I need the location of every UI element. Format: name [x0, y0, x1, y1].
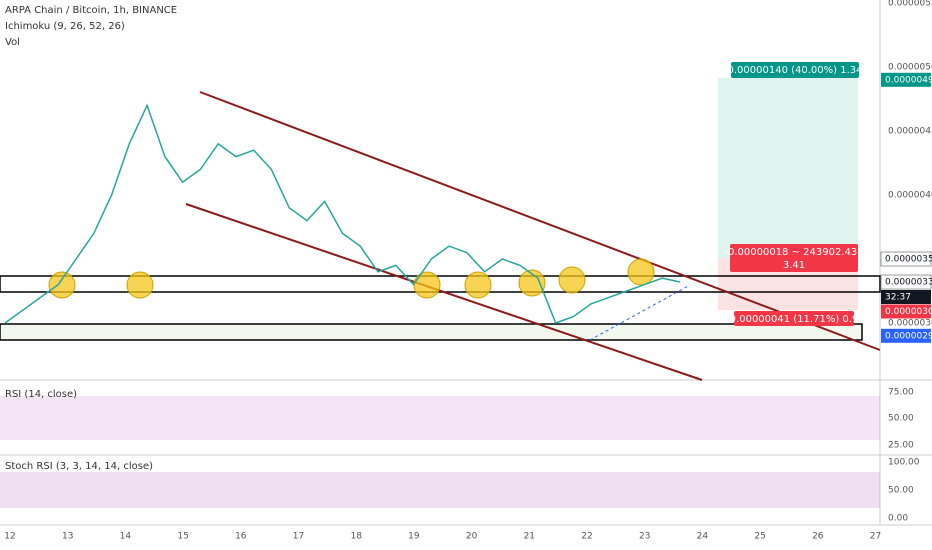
price-badge-text: 0.00000290: [885, 331, 932, 341]
rsi-tick: 50.00: [888, 414, 914, 424]
trend-line: [589, 284, 691, 341]
price-tick: 0.00000550: [888, 0, 932, 9]
price-badge-text: 0.00000309: [885, 307, 932, 317]
chart-title: ARPA Chain / Bitcoin, 1h, BINANCE: [5, 5, 177, 16]
indicator-label: Ichimoku (9, 26, 52, 26): [5, 21, 125, 32]
stoch-label: Stoch RSI (3, 3, 14, 14, close): [5, 461, 153, 472]
price-badge: [880, 274, 932, 290]
time-tick: 27: [870, 532, 881, 542]
time-tick: 15: [177, 532, 188, 542]
channel-line: [185, 203, 703, 381]
stoch-tick: 0.00: [888, 514, 908, 524]
price-tick: 0.00000400: [888, 191, 932, 201]
marker: [518, 269, 546, 297]
zone-box: [0, 275, 881, 293]
marker: [413, 271, 441, 299]
time-tick: 13: [62, 532, 73, 542]
indicator-label: Vol: [5, 37, 20, 48]
stop-label: 0.00000041 (11.71%) 0.9: [730, 314, 859, 325]
marker: [558, 266, 586, 294]
time-tick: 21: [524, 532, 535, 542]
time-tick: 17: [293, 532, 304, 542]
stop-label-box: [734, 311, 854, 326]
price-badge: [881, 72, 931, 87]
rsi-tick: 25.00: [888, 441, 914, 451]
price-badge: [881, 328, 931, 343]
rsi-label: RSI (14, close): [5, 389, 77, 400]
time-tick: 12: [4, 532, 15, 542]
time-tick: 19: [408, 532, 420, 542]
price-tick: 0.00000450: [888, 127, 932, 137]
time-tick: 23: [639, 532, 650, 542]
time-tick: 24: [697, 532, 709, 542]
time-tick: 26: [812, 532, 824, 542]
time-tick: 18: [350, 532, 362, 542]
marker: [48, 271, 76, 299]
target-label: 0.00000140 (40.00%) 1.34: [728, 65, 863, 76]
current-ratio: 3.41: [783, 260, 805, 271]
stoch-tick: 100.00: [888, 458, 920, 468]
stoch-tick: 50.00: [888, 486, 914, 496]
price-badge: [881, 290, 931, 304]
price-tick: 0.00000500: [888, 63, 932, 73]
time-tick: 22: [581, 532, 592, 542]
time-tick: 20: [466, 532, 478, 542]
markers: [48, 258, 655, 299]
zone-box: [0, 323, 863, 341]
time-tick: 16: [235, 532, 247, 542]
rsi-band: [0, 396, 880, 440]
price-badge-text: 0.00000332: [885, 278, 932, 288]
rsi-tick: 75.00: [888, 388, 914, 398]
channel-line: [199, 91, 881, 351]
price-badge: [880, 251, 932, 267]
time-tick: 14: [120, 532, 132, 542]
price-badge: [881, 304, 931, 319]
time-tick: 25: [754, 532, 765, 542]
marker: [126, 271, 154, 299]
marker: [627, 258, 655, 286]
price-badge-text: 32:37: [885, 293, 911, 303]
stoch-band: [0, 472, 880, 508]
price-line: [4, 103, 681, 324]
marker: [464, 271, 492, 299]
target-zone: [718, 78, 858, 258]
target-label-box: [731, 62, 859, 78]
current-label-box: [730, 244, 858, 272]
current-label: -0.00000018 ~ 243902.439: [724, 247, 863, 258]
